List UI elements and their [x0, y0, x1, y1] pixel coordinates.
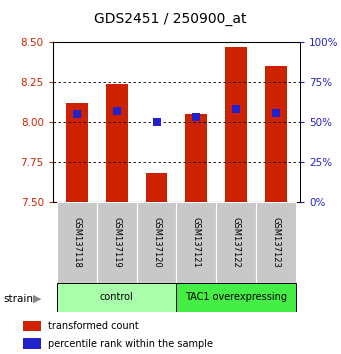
Bar [186, 114, 207, 202]
Bar [225, 47, 247, 202]
Bar [66, 103, 88, 202]
Text: TAC1 overexpressing: TAC1 overexpressing [185, 292, 287, 302]
Bar [265, 67, 287, 202]
Text: percentile rank within the sample: percentile rank within the sample [48, 339, 213, 349]
Bar [23, 320, 41, 331]
Bar [57, 283, 177, 312]
Point [74, 111, 79, 117]
Text: control: control [100, 292, 134, 302]
Bar [106, 84, 128, 202]
Text: GSM137119: GSM137119 [112, 217, 121, 268]
Bar [216, 202, 256, 283]
Text: ▶: ▶ [33, 294, 42, 304]
Text: GDS2451 / 250900_at: GDS2451 / 250900_at [94, 12, 247, 27]
Bar [97, 202, 137, 283]
Bar [177, 202, 216, 283]
Bar [177, 283, 296, 312]
Bar [137, 202, 177, 283]
Text: GSM137120: GSM137120 [152, 217, 161, 268]
Text: GSM137121: GSM137121 [192, 217, 201, 268]
Bar [23, 338, 41, 349]
Text: GSM137122: GSM137122 [232, 217, 241, 268]
Point [273, 110, 279, 115]
Bar [57, 202, 97, 283]
Text: GSM137123: GSM137123 [272, 217, 281, 268]
Text: transformed count: transformed count [48, 321, 139, 331]
Point [114, 108, 119, 114]
Point [234, 107, 239, 112]
Text: strain: strain [3, 294, 33, 304]
Point [194, 114, 199, 120]
Bar [146, 173, 167, 202]
Bar [256, 202, 296, 283]
Text: GSM137118: GSM137118 [72, 217, 81, 268]
Point [154, 119, 159, 125]
